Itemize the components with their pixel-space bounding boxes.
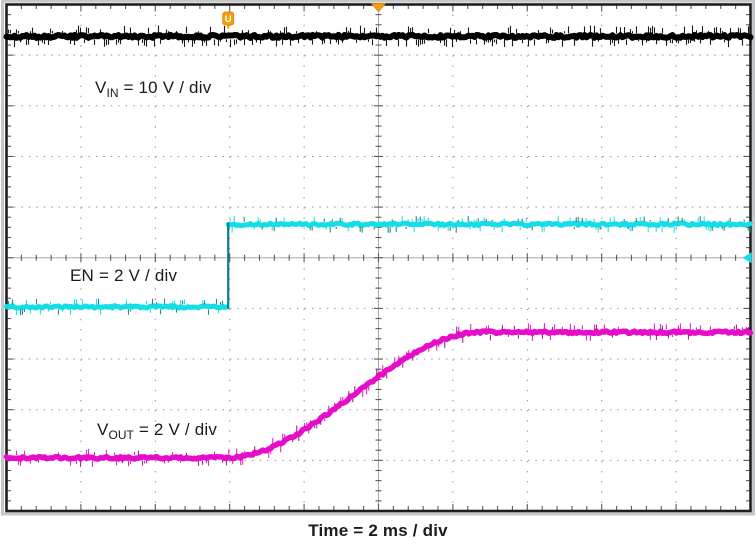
vout-label-base: V xyxy=(97,420,109,439)
svg-text:U: U xyxy=(225,14,232,25)
vin-label-subscript: IN xyxy=(106,86,119,100)
time-scale-label: Time = 2 ms / div xyxy=(308,521,448,540)
vout-label-rest: = 2 V / div xyxy=(133,420,218,439)
en-trace-label: EN = 2 V / div xyxy=(70,266,178,285)
vin-label-rest: = 10 V / div xyxy=(118,78,212,97)
vout-label-subscript: OUT xyxy=(108,428,134,442)
vin-label-base: V xyxy=(95,78,107,97)
vout-trace-label: VOUT = 2 V / div xyxy=(97,420,218,442)
vin-trace-label: VIN = 10 V / div xyxy=(95,78,212,100)
